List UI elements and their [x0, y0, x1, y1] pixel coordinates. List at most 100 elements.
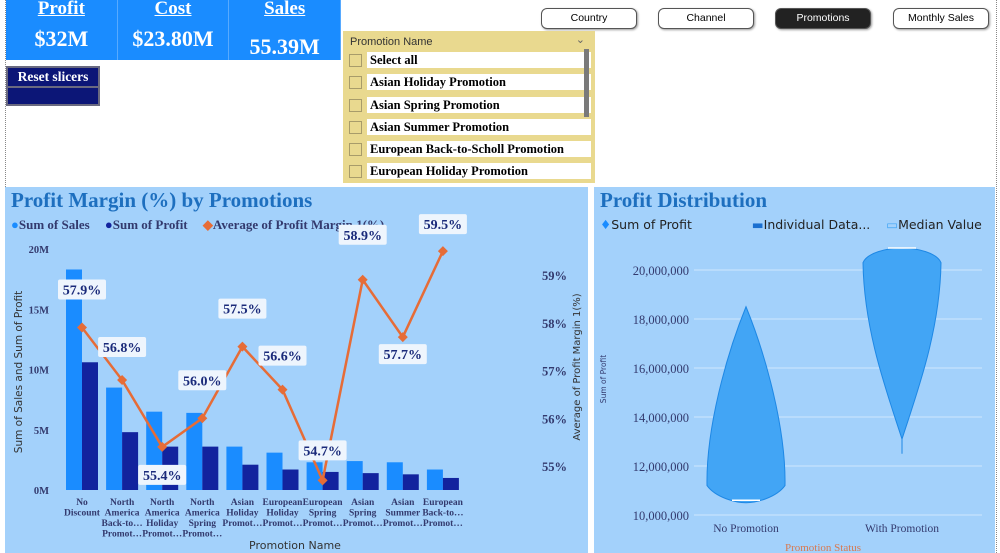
y-tick: 18,000,000 — [633, 313, 689, 327]
x-tick: Asian Summer Promot… — [383, 498, 423, 529]
slicer-item[interactable]: Asian Summer Promotion — [343, 118, 595, 140]
slicer-item-label: European Holiday Promotion — [367, 163, 591, 180]
y2-tick: 59% — [542, 269, 567, 283]
y-tick: 10M — [29, 366, 50, 377]
data-label: 59.5% — [424, 218, 463, 233]
data-label-bg — [338, 224, 387, 245]
margin-marker — [117, 375, 128, 386]
x-tick: Asian Holiday Promot… — [222, 498, 262, 529]
data-label-bg — [178, 370, 227, 391]
y2-tick: 56% — [542, 412, 567, 426]
slicer-item[interactable]: European Back-to-Scholl Promotion — [343, 140, 595, 162]
data-label-bg — [98, 337, 147, 358]
kpi-value: $23.80M — [132, 26, 214, 51]
sales-bar — [266, 452, 283, 490]
violin-with-promotion — [862, 247, 942, 454]
slicer-item[interactable]: Asian Holiday Promotion — [343, 73, 595, 95]
slicer-item[interactable]: Select all — [343, 51, 595, 73]
data-label-bg — [378, 344, 427, 365]
data-label: 56.8% — [103, 341, 142, 356]
chevron-down-icon[interactable]: ⌄ — [575, 34, 585, 46]
data-label-bg — [218, 298, 267, 319]
slicer-item-label: Select all — [367, 52, 591, 68]
y2-tick: 57% — [542, 365, 567, 379]
slicer-item-label: Asian Holiday Promotion — [367, 74, 591, 91]
violin-chart: 10,000,000 12,000,000 14,000,000 16,000,000… — [599, 247, 982, 553]
x-tick: Asian Spring Promot… — [343, 498, 383, 529]
checkbox[interactable] — [349, 54, 362, 67]
kpi-cost: Cost $23.80M — [118, 0, 230, 60]
y-tick: 15M — [29, 305, 50, 316]
legend-median[interactable]: ▭Median Value — [886, 217, 982, 232]
data-label: 55.4% — [143, 469, 182, 484]
kpi-title: Cost — [154, 0, 192, 19]
slicer-item-label: European Back-to-Scholl Promotion — [367, 141, 591, 158]
kpi-cards: Profit $32M Cost $23.80M Sales 55.39M — [6, 0, 342, 60]
legend-sum-profit[interactable]: ♦Sum of Profit — [600, 217, 692, 232]
y-tick: 16,000,000 — [633, 362, 689, 376]
legend-profit[interactable]: ●Sum of Profit — [104, 217, 188, 232]
margin-marker — [357, 274, 368, 285]
nav-monthly-sales-button[interactable]: Monthly Sales — [893, 8, 989, 29]
margin-marker — [317, 475, 328, 486]
data-label: 57.9% — [63, 284, 102, 299]
violin-no-promotion — [706, 305, 786, 504]
nav-channel-button[interactable]: Channel — [658, 8, 754, 29]
x-tick: No Discount — [64, 498, 101, 519]
checkbox[interactable] — [349, 165, 362, 179]
margin-marker — [437, 246, 448, 257]
slicer-title: Promotion Name — [350, 36, 433, 48]
slicer-item-label: Asian Spring Promotion — [367, 96, 591, 113]
kpi-title: Sales — [264, 0, 306, 19]
profit-bar — [242, 464, 259, 490]
sales-bar — [346, 461, 363, 490]
x-tick: European Holiday Promot… — [263, 498, 304, 529]
y-tick: 14,000,000 — [633, 411, 689, 425]
x-tick: North America Spring Promot… — [182, 498, 222, 540]
data-label: 57.7% — [384, 348, 423, 363]
profit-bar — [82, 362, 98, 490]
nav-promotions-button[interactable]: Promotions — [775, 8, 871, 29]
margin-marker — [157, 441, 168, 452]
margin-marker — [277, 384, 288, 395]
margin-marker — [197, 413, 208, 424]
checkbox[interactable] — [349, 98, 362, 112]
y-tick: 12,000,000 — [633, 460, 689, 474]
legend-individual[interactable]: ▬Individual Data... — [751, 217, 871, 232]
sales-bar — [66, 269, 82, 490]
reset-label: Reset slicers — [8, 68, 98, 88]
y-tick: 20,000,000 — [633, 264, 689, 278]
y-tick: 0M — [34, 486, 49, 497]
y-axis-label: Sum of Profit — [599, 355, 608, 403]
kpi-title: Profit — [37, 0, 85, 19]
margin-marker — [397, 332, 408, 343]
reset-slicers-button[interactable]: Reset slicers — [6, 66, 100, 106]
margin-marker — [237, 341, 248, 352]
y2-axis-label: Average of Profit Margin 1(%) — [572, 293, 583, 440]
slicer-item[interactable]: Asian Spring Promotion — [343, 96, 595, 118]
y2-tick: 58% — [542, 317, 567, 331]
nav-country-button[interactable]: Country — [541, 8, 637, 29]
legend-sales[interactable]: ●Sum of Sales — [11, 217, 90, 232]
data-label: 57.5% — [223, 303, 262, 318]
x-axis-label: Promotion Name — [249, 539, 341, 552]
checkbox[interactable] — [349, 120, 362, 134]
profit-bar — [122, 432, 139, 490]
checkbox[interactable] — [349, 76, 362, 90]
data-label: 54.7% — [303, 444, 342, 459]
sales-bar — [426, 469, 443, 490]
x-tick: North America Back-to… Promot… — [102, 498, 143, 540]
data-label: 56.0% — [183, 374, 222, 389]
chart-legend: ♦Sum of Profit ▬Individual Data... ▭Medi… — [600, 217, 994, 232]
y-tick: 10,000,000 — [633, 509, 689, 523]
x-tick: European Back-to… Promot… — [422, 498, 463, 529]
margin-marker — [77, 322, 87, 333]
checkbox[interactable] — [349, 143, 362, 157]
slicer-item[interactable]: European Holiday Promotion — [343, 162, 595, 184]
x-tick: With Promotion — [865, 523, 939, 535]
data-label-bg — [58, 279, 106, 300]
kpi-profit: Profit $32M — [6, 0, 118, 60]
slicer-item-label: Asian Summer Promotion — [367, 118, 591, 135]
canvas-border-right — [996, 0, 997, 553]
slicer-scrollbar[interactable] — [584, 49, 589, 117]
